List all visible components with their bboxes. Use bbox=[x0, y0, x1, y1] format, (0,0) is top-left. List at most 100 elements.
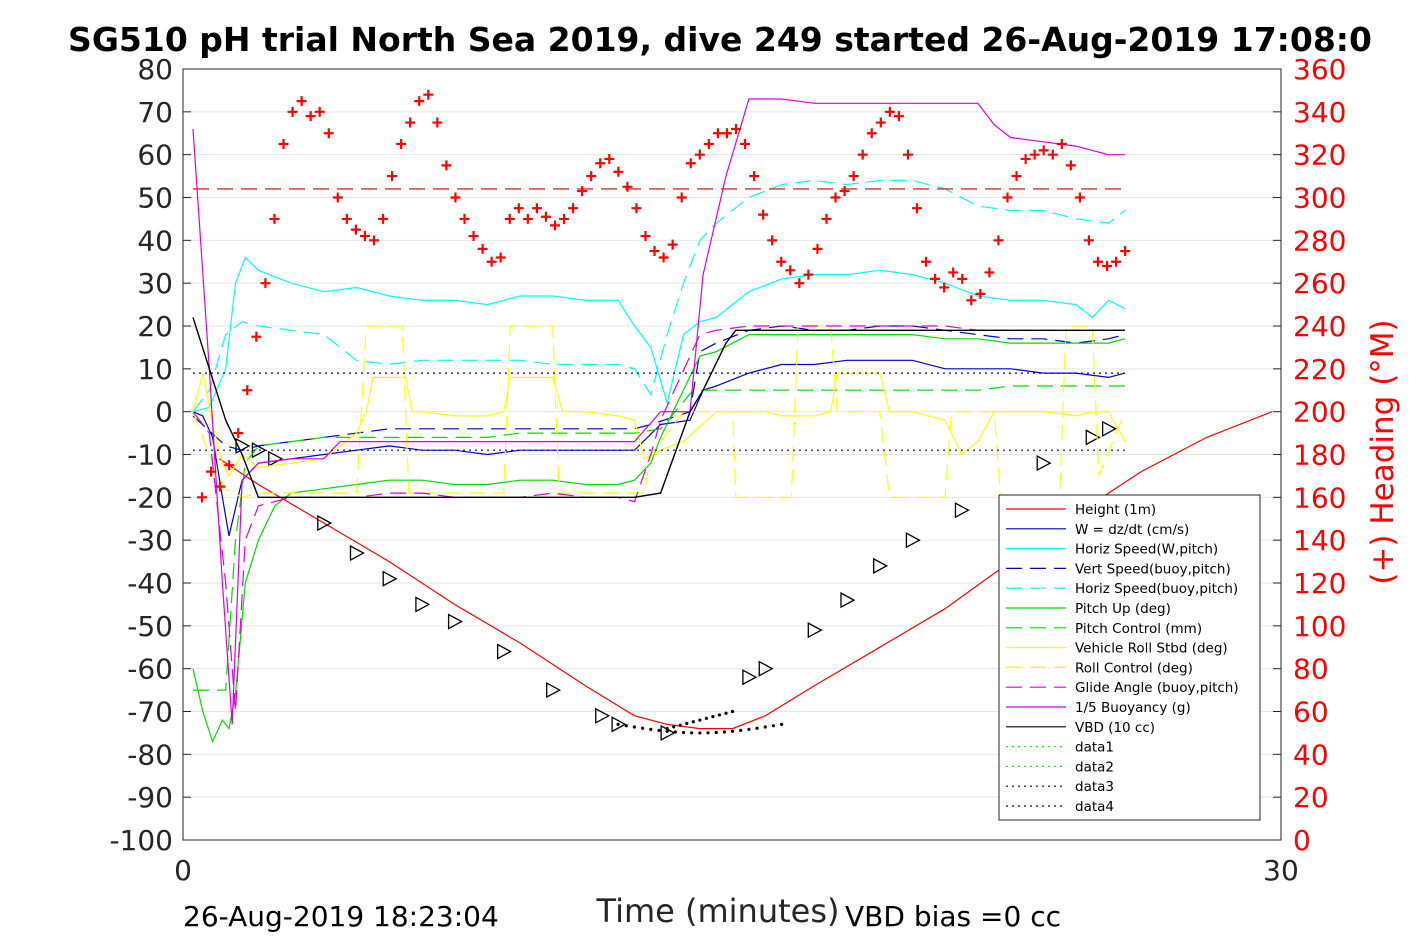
series-line bbox=[192, 179, 1126, 413]
height-dot bbox=[747, 727, 751, 731]
heading-marker bbox=[984, 267, 995, 278]
y-tick-label: -100 bbox=[109, 824, 173, 857]
height-dot bbox=[690, 731, 694, 735]
legend-entry: data3 bbox=[1075, 779, 1114, 795]
heading-marker bbox=[1074, 192, 1085, 203]
y-right-tick-label: 160 bbox=[1293, 481, 1346, 514]
height-dot bbox=[673, 730, 677, 734]
y-right-tick-label: 260 bbox=[1293, 267, 1346, 300]
height-dot bbox=[717, 713, 722, 717]
series-line bbox=[192, 256, 1126, 413]
y-right-tick-label: 340 bbox=[1293, 96, 1346, 129]
legend-entry: data2 bbox=[1075, 759, 1114, 775]
height-marker bbox=[546, 681, 562, 699]
legend-entry: Horiz Speed(buoy,pitch) bbox=[1075, 581, 1238, 597]
height-marker bbox=[447, 613, 463, 630]
heading-marker bbox=[975, 288, 986, 299]
heading-marker bbox=[1047, 149, 1058, 160]
heading-markers bbox=[193, 89, 1131, 503]
height-dot bbox=[649, 727, 653, 731]
height-marker bbox=[954, 502, 970, 519]
y-right-tick-label: 360 bbox=[1293, 53, 1346, 86]
height-marker bbox=[268, 450, 284, 467]
heading-marker bbox=[378, 213, 389, 224]
height-dot bbox=[780, 722, 784, 726]
y-right-tick-label: 140 bbox=[1293, 524, 1346, 557]
legend: Height (1m) W = dz/dt (cm/s) Horiz Speed(W… bbox=[998, 494, 1261, 821]
height-dot bbox=[730, 709, 735, 714]
heading-marker bbox=[613, 166, 624, 177]
y-tick-label: 40 bbox=[137, 224, 173, 257]
height-dot bbox=[678, 723, 682, 727]
height-dot bbox=[763, 725, 767, 729]
y-tick-label: -80 bbox=[127, 738, 173, 771]
height-dot bbox=[714, 730, 718, 735]
series-line bbox=[192, 325, 1125, 712]
heading-marker bbox=[495, 252, 506, 263]
heading-marker bbox=[966, 295, 977, 306]
heading-marker bbox=[314, 106, 325, 117]
height-dot bbox=[685, 721, 689, 726]
heading-marker bbox=[649, 246, 660, 257]
y-tick-label: 0 bbox=[155, 396, 173, 429]
height-dot bbox=[724, 711, 728, 715]
y-tick-label: -90 bbox=[127, 781, 173, 814]
height-dot bbox=[771, 724, 776, 728]
legend-entry: Pitch Control (mm) bbox=[1075, 621, 1202, 637]
heading-marker bbox=[251, 331, 262, 342]
heading-marker bbox=[260, 278, 271, 289]
heading-marker bbox=[531, 203, 542, 214]
y-tick-label: -20 bbox=[127, 481, 173, 514]
legend-entry: data1 bbox=[1075, 740, 1114, 756]
legend-entry: W = dz/dt (cm/s) bbox=[1075, 522, 1189, 538]
heading-marker bbox=[568, 203, 579, 214]
heading-marker bbox=[369, 235, 379, 246]
heading-marker bbox=[323, 128, 334, 139]
height-marker bbox=[873, 557, 889, 574]
heading-marker bbox=[1002, 192, 1013, 203]
height-dot bbox=[704, 716, 708, 720]
y-right-tick-label: 120 bbox=[1293, 567, 1346, 600]
height-dot bbox=[657, 728, 661, 733]
y-right-tick-label: 40 bbox=[1293, 738, 1329, 771]
heading-marker bbox=[350, 224, 361, 235]
heading-marker bbox=[1102, 261, 1113, 272]
heading-marker bbox=[305, 111, 316, 122]
heading-marker bbox=[712, 128, 723, 139]
series-line bbox=[193, 385, 1125, 691]
legend-entry: VBD (10 cc) bbox=[1075, 720, 1155, 736]
heading-marker bbox=[577, 186, 588, 197]
series-lines bbox=[192, 98, 1273, 744]
height-dot bbox=[739, 728, 743, 733]
height-marker bbox=[905, 532, 921, 549]
height-marker bbox=[317, 514, 333, 532]
heading-marker bbox=[939, 282, 950, 293]
heading-marker bbox=[233, 428, 244, 439]
heading-marker bbox=[1056, 138, 1067, 149]
height-marker bbox=[382, 570, 398, 587]
series-line bbox=[192, 359, 1126, 537]
heading-marker bbox=[921, 256, 932, 267]
heading-marker bbox=[215, 481, 226, 492]
x-axis-label: Time (minutes) bbox=[596, 892, 840, 930]
heading-marker bbox=[1083, 235, 1094, 246]
height-dot bbox=[616, 722, 620, 726]
height-marker bbox=[1036, 454, 1052, 472]
height-dot bbox=[691, 720, 695, 724]
heading-marker bbox=[731, 123, 741, 134]
footer-timestamp: 26-Aug-2019 18:23:04 bbox=[183, 900, 499, 933]
heading-marker bbox=[405, 117, 416, 128]
heading-marker bbox=[1011, 171, 1022, 182]
heading-marker bbox=[522, 213, 533, 224]
heading-marker bbox=[1029, 149, 1040, 160]
y-right-tick-label: 100 bbox=[1293, 610, 1346, 643]
heading-marker bbox=[513, 203, 524, 214]
heading-marker bbox=[459, 213, 470, 224]
heading-marker bbox=[658, 252, 669, 263]
y-tick-label: 70 bbox=[137, 96, 173, 129]
heading-marker bbox=[296, 96, 307, 107]
y-right-tick-label: 60 bbox=[1293, 696, 1329, 729]
heading-marker bbox=[993, 235, 1004, 246]
heading-marker bbox=[857, 149, 868, 160]
y-right-tick-label: 240 bbox=[1293, 310, 1346, 343]
